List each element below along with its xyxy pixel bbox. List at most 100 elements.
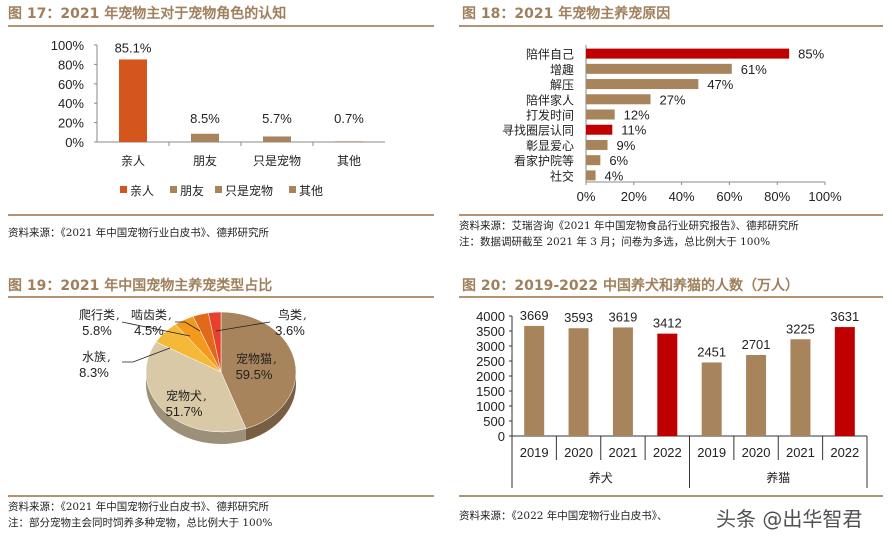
fig18-category-label: 寻找圈层认同	[502, 124, 574, 138]
fig17-rule	[8, 25, 434, 27]
fig17-y-tick-label: 0%	[65, 135, 84, 150]
fig19-comma: ,	[107, 350, 111, 364]
fig19-slice	[145, 341, 247, 433]
fig17-legend-label: 只是宠物	[225, 183, 273, 198]
fig19-bottom-rule	[8, 495, 434, 497]
fig18-title: 图 18：2021 年宠物主养宠原因	[462, 6, 671, 22]
fig18-x-tick-label: 20%	[621, 189, 647, 204]
fig17-legend-label: 亲人	[130, 184, 154, 198]
fig18-category-label: 增趣	[550, 62, 574, 77]
fig18-x-tick-label: 80%	[764, 189, 790, 204]
fig17-y-tick-label: 20%	[58, 116, 84, 131]
fig17-legend-swatch	[215, 186, 222, 193]
fig20-data-label: 3631	[830, 309, 859, 324]
fig17-category-label: 只是宠物	[253, 153, 301, 168]
fig20-bar	[746, 354, 767, 436]
fig17-legend-swatch	[289, 186, 296, 193]
fig19-slice-name: 爬行类	[79, 308, 115, 322]
fig18-x-tick-label: 0%	[577, 189, 596, 204]
fig20-bar	[701, 362, 722, 436]
fig20-group-label: 养犬	[589, 470, 613, 485]
fig19-leader-line	[121, 321, 191, 337]
fig20-bar	[568, 328, 589, 436]
fig17-source: 资料来源：《2021 年中国宠物行业白皮书》、德邦研究所	[8, 227, 270, 239]
watermark: 头条 @出华智君	[716, 507, 863, 531]
fig17-bar	[263, 136, 291, 142]
fig18-note: 注：数据调研截至 2021 年 3 月；问卷为多选，总比例大于 100%	[459, 236, 771, 248]
fig18-data-label: 27%	[660, 92, 686, 107]
fig20-data-label: 3593	[564, 310, 593, 325]
fig18-data-label: 6%	[609, 153, 628, 168]
fig18-category-label: 彰显爱心	[526, 138, 574, 153]
fig18-bar	[586, 170, 596, 181]
fig20-bottom-rule	[459, 495, 883, 497]
fig17-category-label: 其他	[337, 154, 361, 168]
fig19-comma: ,	[168, 308, 172, 322]
fig19-comma: ,	[116, 308, 120, 322]
fig19-leader-line	[175, 321, 201, 332]
fig17-y-tick-label: 100%	[51, 38, 85, 53]
fig20-y-tick-label: 0	[498, 429, 505, 444]
fig19-slice-label: 59.5%	[236, 367, 273, 382]
fig19-slice	[208, 311, 222, 373]
fig19-slice-name: 水族	[82, 350, 106, 364]
fig19-rule	[8, 296, 434, 298]
fig20-year-label: 2022	[653, 445, 682, 460]
fig19-slice-side	[146, 372, 246, 444]
fig20-year-label: 2019	[697, 445, 726, 460]
fig17-category-label: 亲人	[121, 154, 145, 168]
fig18-data-label: 61%	[741, 62, 767, 77]
fig19-slice-label: 8.3%	[79, 365, 109, 380]
fig20-data-label: 3225	[786, 321, 815, 336]
fig17-legend-label: 其他	[299, 184, 323, 198]
fig17-legend-swatch	[170, 186, 177, 193]
fig18-bar	[586, 139, 608, 150]
fig20-year-label: 2019	[520, 445, 549, 460]
fig20-y-tick-label: 3000	[476, 339, 505, 354]
fig20-bar	[524, 325, 545, 436]
fig20-bar	[612, 327, 633, 436]
fig17-data-label: 8.5%	[190, 111, 220, 126]
fig19-slice-label: 3.6%	[275, 323, 305, 338]
fig17-bottom-rule	[8, 214, 434, 216]
fig17-bar	[191, 133, 219, 142]
fig18-x-tick-label: 60%	[716, 189, 742, 204]
fig18-bar	[586, 155, 601, 166]
fig18-category-label: 陪伴自己	[526, 47, 574, 62]
fig19-slice-side	[245, 372, 296, 441]
fig18-bar	[586, 109, 615, 120]
fig18-bar	[586, 63, 732, 74]
fig18-bar	[586, 124, 613, 135]
fig20-y-tick-label: 1000	[476, 399, 505, 414]
fig17-data-label: 85.1%	[115, 40, 152, 55]
fig19-title: 图 19：2021 年中国宠物主养宠类型占比	[8, 278, 273, 294]
fig17-data-label: 5.7%	[262, 111, 292, 126]
fig19-slice	[220, 311, 297, 429]
fig20-rule	[459, 296, 883, 298]
fig18-data-label: 47%	[707, 77, 733, 92]
fig20-year-label: 2020	[742, 445, 771, 460]
fig20-bar	[790, 339, 811, 436]
fig19-slice-label: 51.7%	[166, 404, 203, 419]
fig18-x-tick-label: 40%	[669, 189, 695, 204]
fig18-bar	[586, 48, 790, 59]
fig18-category-label: 解压	[550, 78, 574, 92]
fig20-data-label: 3412	[653, 316, 682, 331]
fig17-y-tick-label: 40%	[58, 96, 84, 111]
fig18-bottom-rule	[459, 214, 883, 216]
fig17-legend-label: 朋友	[180, 184, 204, 198]
fig18-rule	[459, 25, 883, 27]
fig19-leader-line	[215, 321, 271, 332]
fig18-category-label: 看家护院等	[514, 153, 574, 168]
fig20-y-tick-label: 3500	[476, 324, 505, 339]
fig20-y-tick-label: 1500	[476, 384, 505, 399]
fig17-y-tick-label: 80%	[58, 57, 84, 72]
fig19-slice-name: 宠物猫	[236, 351, 272, 366]
fig18-x-tick-label: 100%	[808, 189, 842, 204]
fig18-data-label: 11%	[621, 123, 646, 138]
fig20-year-label: 2021	[786, 445, 815, 460]
fig18-category-label: 打发时间	[526, 108, 574, 123]
fig17-data-label: 0.7%	[334, 111, 364, 126]
fig20-group-label: 养猫	[766, 470, 790, 485]
